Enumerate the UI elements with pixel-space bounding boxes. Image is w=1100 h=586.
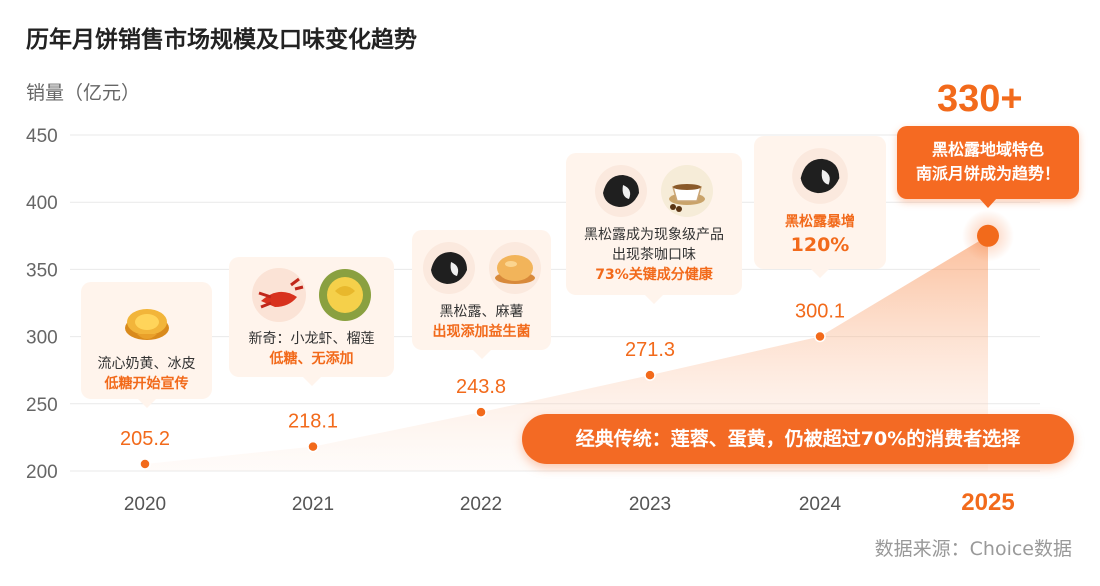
data-point-2022 bbox=[475, 406, 487, 418]
data-point-2021 bbox=[307, 440, 319, 453]
card-2023-line1: 黑松露成为现象级产品 bbox=[584, 227, 724, 243]
black-truffle-icon bbox=[595, 165, 647, 217]
card-2021-line2: 低糖、无添加 bbox=[269, 351, 354, 367]
card-2021-line1: 新奇：小龙虾、榴莲 bbox=[248, 331, 375, 347]
mochi-icon bbox=[488, 242, 541, 294]
data-label-2021: 218.1 bbox=[288, 411, 338, 433]
area-fill bbox=[145, 235, 988, 471]
y-tick-label: 200 bbox=[26, 462, 58, 483]
card-2023-line2: 73%关键成分健康 bbox=[595, 267, 713, 283]
x-tick-label-2025: 2025 bbox=[961, 489, 1014, 516]
data-point-2025 bbox=[977, 224, 999, 247]
card-2024-line1: 黑松露暴增 bbox=[785, 214, 855, 230]
black-truffle-icon bbox=[792, 148, 848, 204]
data-label-2023: 271.3 bbox=[625, 339, 675, 361]
durian-icon bbox=[318, 269, 371, 321]
data-points bbox=[139, 209, 1014, 470]
chart-title: 历年月饼销售市场规模及口味变化趋势 bbox=[26, 27, 417, 53]
x-tick-label-2024: 2024 bbox=[799, 494, 842, 515]
highlight-2025-value: 330+ bbox=[937, 78, 1023, 120]
y-tick-label: 400 bbox=[26, 193, 58, 214]
black-truffle-icon bbox=[422, 242, 475, 294]
data-label-2020: 205.2 bbox=[120, 428, 170, 450]
x-tick-label-2023: 2023 bbox=[629, 494, 671, 515]
x-tick-label-2022: 2022 bbox=[460, 494, 502, 515]
card-2020: 流心奶黄、冰皮 低糖开始宣传 bbox=[81, 282, 212, 408]
card-2023-line1b: 出现茶咖口味 bbox=[612, 247, 696, 263]
y-tick-label: 350 bbox=[26, 260, 58, 281]
callout-2025-line2: 南派月饼成为趋势！ bbox=[915, 164, 1060, 183]
card-2022-line2: 出现添加益生菌 bbox=[432, 324, 531, 340]
x-tick-label-2020: 2020 bbox=[124, 494, 166, 515]
card-2020-line1: 流心奶黄、冰皮 bbox=[97, 356, 196, 372]
y-tick-labels: 200 250 300 350 400 450 bbox=[26, 126, 58, 483]
data-label-2024: 300.1 bbox=[795, 300, 845, 322]
crayfish-icon bbox=[251, 268, 306, 322]
callout-2025: 黑松露地域特色 南派月饼成为趋势！ bbox=[897, 126, 1079, 208]
y-tick-label: 450 bbox=[26, 126, 58, 147]
tea-coffee-icon bbox=[661, 165, 713, 217]
data-label-2022: 243.8 bbox=[456, 376, 506, 398]
data-point-2024 bbox=[814, 330, 826, 343]
data-source: 数据来源：Choice数据 bbox=[874, 538, 1072, 560]
data-labels: 205.2 218.1 243.8 271.3 300.1 bbox=[120, 300, 845, 450]
card-2024: 黑松露暴增 120% bbox=[754, 136, 886, 278]
data-point-2020 bbox=[139, 458, 151, 470]
card-2022-line1: 黑松露、麻薯 bbox=[439, 304, 524, 320]
card-2020-line2: 低糖开始宣传 bbox=[104, 376, 189, 392]
card-2023: 黑松露成为现象级产品 出现茶咖口味 73%关键成分健康 bbox=[566, 153, 742, 304]
card-2021: 新奇：小龙虾、榴莲 低糖、无添加 bbox=[229, 257, 394, 386]
classic-flavor-pill: 经典传统：莲蓉、蛋黄，仍被超过70%的消费者选择 bbox=[522, 414, 1074, 464]
x-tick-label-2021: 2021 bbox=[292, 494, 334, 515]
y-tick-label: 300 bbox=[26, 328, 58, 349]
yolk-mooncake-icon bbox=[124, 309, 169, 340]
card-2024-line2: 120% bbox=[790, 234, 850, 256]
callout-2025-line1: 黑松露地域特色 bbox=[931, 140, 1044, 159]
data-point-2023 bbox=[644, 369, 656, 381]
card-2022: 黑松露、麻薯 出现添加益生菌 bbox=[412, 230, 551, 359]
y-tick-label: 250 bbox=[26, 395, 58, 416]
x-tick-labels: 2020 2021 2022 2023 2024 2025 bbox=[124, 489, 1015, 516]
y-axis-label: 销量（亿元） bbox=[26, 82, 141, 104]
